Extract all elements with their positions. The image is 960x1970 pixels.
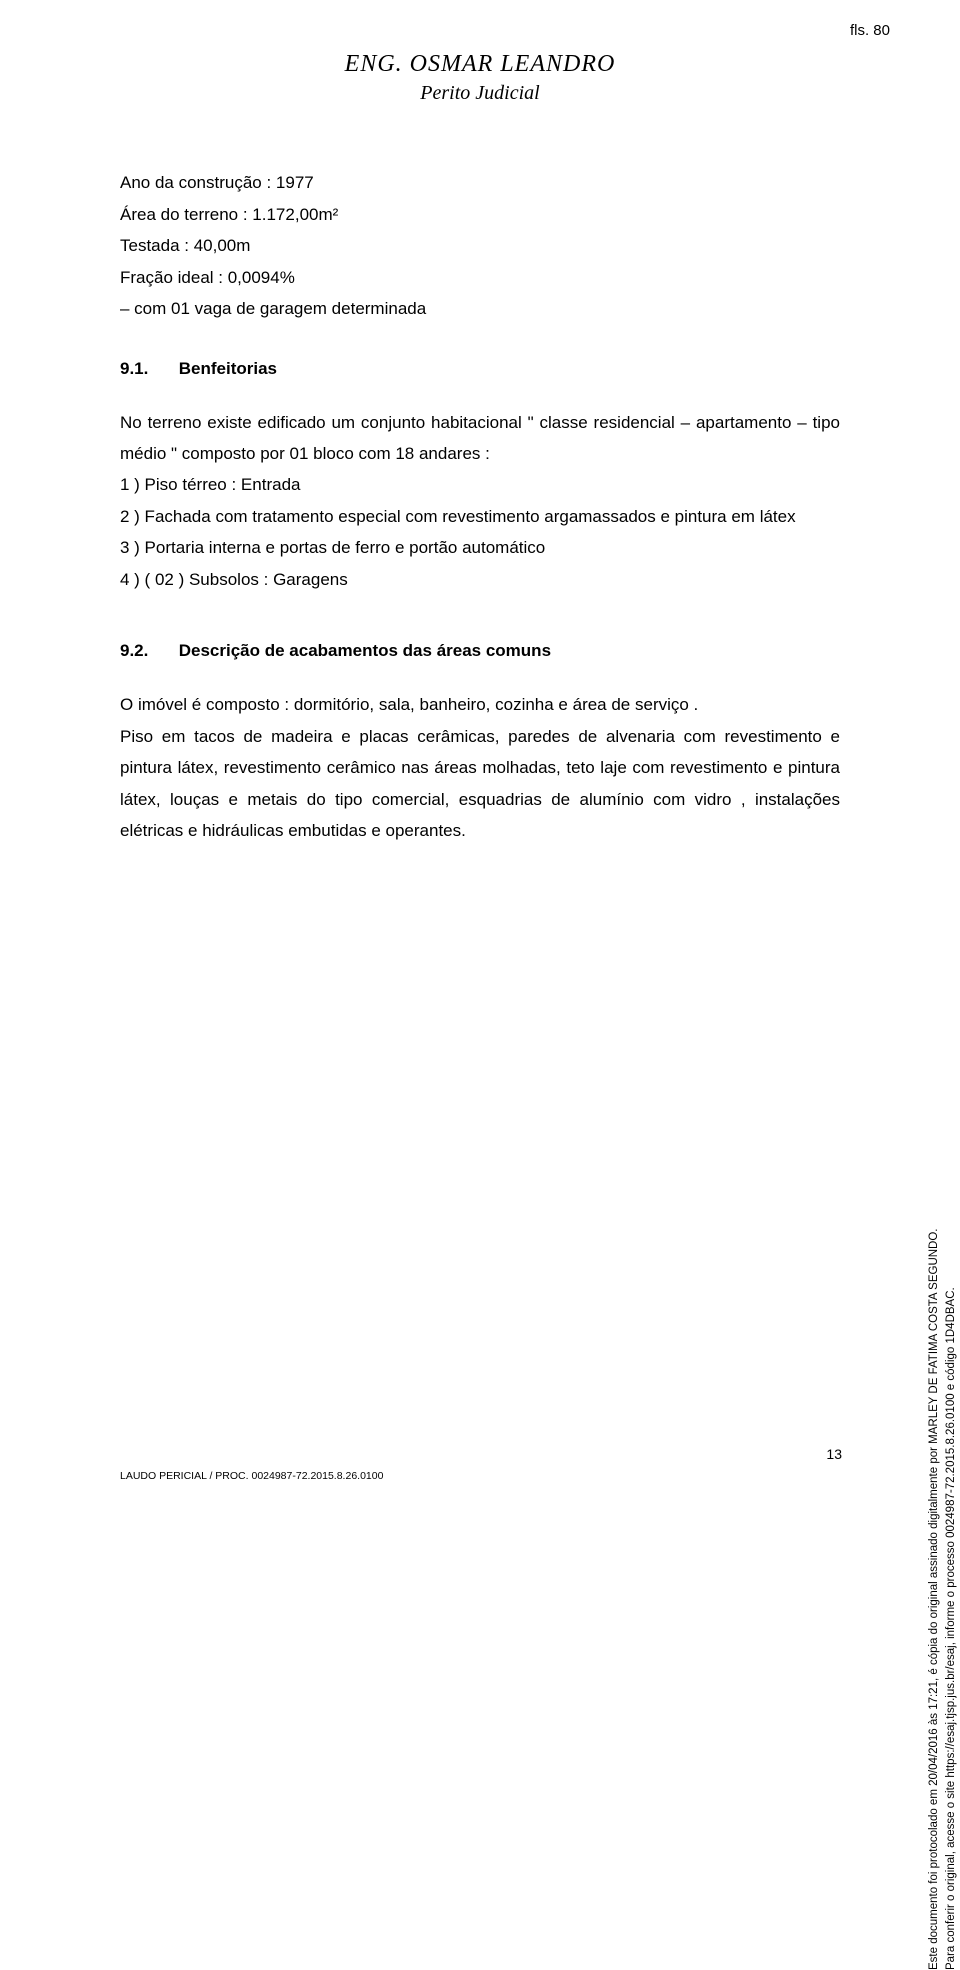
digital-signature-note: Este documento foi protocolado em 20/04/… [926, 770, 960, 1970]
spec-line: Fração ideal : 0,0094% [120, 262, 840, 293]
list-item: 2 ) Fachada com tratamento especial com … [120, 501, 840, 532]
property-specs: Ano da construção : 1977 Área do terreno… [120, 167, 840, 324]
author-name: ENG. OSMAR LEANDRO [120, 48, 840, 80]
section-heading-91: 9.1. Benfeitorias [120, 359, 840, 379]
section-92-p2: Piso em tacos de madeira e placas cerâmi… [120, 721, 840, 847]
sidenote-line: Este documento foi protocolado em 20/04/… [926, 770, 943, 1970]
spec-line: – com 01 vaga de garagem determinada [120, 293, 840, 324]
footer-reference: LAUDO PERICIAL / PROC. 0024987-72.2015.8… [120, 1470, 383, 1482]
author-role: Perito Judicial [120, 80, 840, 107]
section-title: Benfeitorias [179, 359, 277, 378]
section-title: Descrição de acabamentos das áreas comun… [179, 641, 551, 660]
section-91-list: 1 ) Piso térreo : Entrada 2 ) Fachada co… [120, 469, 840, 595]
page-container: fls. 80 ENG. OSMAR LEANDRO Perito Judici… [0, 0, 960, 1540]
list-item: 4 ) ( 02 ) Subsolos : Garagens [120, 564, 840, 595]
spec-line: Área do terreno : 1.172,00m² [120, 199, 840, 230]
sidenote-line: Para conferir o original, acesse o site … [943, 770, 960, 1970]
spec-line: Ano da construção : 1977 [120, 167, 840, 198]
list-item: 1 ) Piso térreo : Entrada [120, 469, 840, 500]
fls-label: fls. 80 [850, 22, 890, 39]
section-heading-92: 9.2. Descrição de acabamentos das áreas … [120, 641, 840, 661]
spec-line: Testada : 40,00m [120, 230, 840, 261]
letterhead: ENG. OSMAR LEANDRO Perito Judicial [120, 48, 840, 107]
section-number: 9.2. [120, 641, 174, 661]
section-92-p1: O imóvel é composto : dormitório, sala, … [120, 689, 840, 720]
section-number: 9.1. [120, 359, 174, 379]
page-number: 13 [826, 1446, 842, 1462]
section-91-intro: No terreno existe edificado um conjunto … [120, 407, 840, 470]
list-item: 3 ) Portaria interna e portas de ferro e… [120, 532, 840, 563]
